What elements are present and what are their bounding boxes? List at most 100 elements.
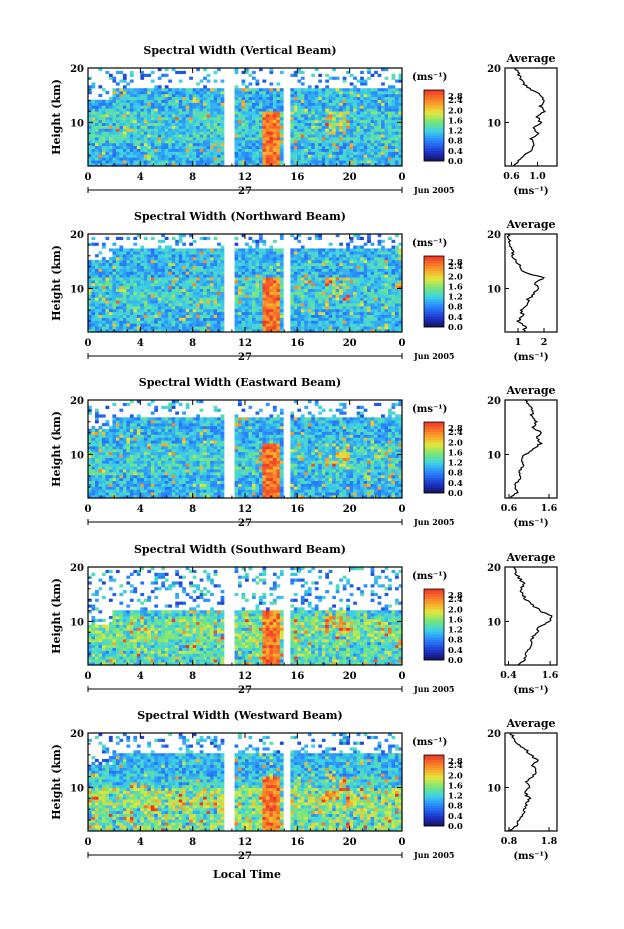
heatmap-cell [356,128,361,132]
heatmap-cell [332,154,337,158]
heatmap-cell [112,314,117,318]
heatmap-cell [98,283,103,287]
heatmap-cell [108,154,113,158]
heatmap-cell [363,93,368,98]
heatmap-cell [349,291,354,295]
heatmap-cell [129,320,134,324]
heatmap-cell [245,93,249,98]
heatmap-cell [122,96,127,100]
heatmap-cell [276,288,281,292]
heatmap-cell [140,91,145,95]
heatmap-cell [199,142,204,147]
heatmap-cell [133,93,138,98]
heatmap-cell [318,326,323,330]
heatmap-cell [325,251,330,255]
heatmap-cell [105,111,110,115]
heatmap-cell [213,148,218,152]
heatmap-cell [293,70,298,75]
heatmap-cell [182,96,186,100]
heatmap-cell [300,157,305,161]
heatmap-cell [279,274,284,278]
heatmap-cell [339,262,343,266]
heatmap-cell [171,323,176,327]
heatmap-cell [203,300,207,304]
heatmap-cell [269,303,274,307]
heatmap-cell [255,88,260,92]
heatmap-cell [88,259,92,264]
heatmap-cell [377,320,382,324]
heatmap-cell [210,251,214,255]
heatmap-cell [272,257,277,261]
heatmap-cell [94,122,99,126]
heatmap-cell [258,262,263,266]
heatmap-cell [213,160,218,164]
heatmap-cell [196,88,200,92]
heatmap-cell [217,137,221,141]
heatmap-cell [245,122,249,126]
heatmap-cell [384,291,389,295]
heatmap-cell [150,297,155,301]
heatmap-cell [133,268,138,272]
heatmap-cell [199,317,204,321]
heatmap-cell [178,137,183,141]
heatmap-cell [353,125,357,129]
heatmap-cell [245,88,249,92]
heatmap-cell [203,145,207,149]
heatmap-cell [206,306,211,310]
heatmap-cell [349,122,354,126]
heatmap-cell [217,314,221,318]
heatmap-cell [133,306,138,310]
heatmap-cell [255,154,260,158]
heatmap-cell [94,294,99,298]
heatmap-cell [161,142,166,147]
heatmap-cell [349,280,354,284]
heatmap-cell [304,117,309,121]
heatmap-cell [356,297,361,301]
heatmap-cell [370,105,375,109]
heatmap-cell [307,154,312,158]
heatmap-cell [182,251,186,255]
heatmap-cell [108,306,113,310]
heatmap-cell [157,265,162,269]
heatmap-cell [290,248,295,252]
heatmap-cell [251,297,256,301]
heatmap-cell [293,108,298,112]
heatmap-cell [129,308,134,313]
heatmap-cell [318,271,323,275]
heatmap-cell [122,125,127,129]
heatmap-cell [129,140,134,144]
heatmap-cell [161,157,166,161]
heatmap-cell [94,111,99,115]
heatmap-cell [318,128,323,132]
heatmap-cell [133,300,138,304]
heatmap-cell [276,323,281,327]
heatmap-cell [98,326,103,330]
heatmap-cell [360,271,364,275]
heatmap-cell [367,288,371,292]
heatmap-cell [101,145,106,149]
heatmap-cell [304,254,309,258]
heatmap-cell [119,108,124,112]
heatmap-cell [171,160,176,164]
heatmap-cell [335,271,340,275]
heatmap-cell [88,277,92,281]
heatmap-cell [370,134,375,138]
heatmap-cell [304,96,309,100]
heatmap-cell [213,88,218,92]
heatmap-cell [129,160,134,164]
heatmap-cell [346,294,350,298]
heatmap-cell [353,91,357,95]
heatmap-cell [150,105,155,109]
heatmap-cell [119,323,124,327]
heatmap-cell [171,311,176,315]
heatmap-cell [265,163,270,167]
heatmap-cell [307,114,312,118]
heatmap-cell [251,96,256,100]
heatmap-cell [196,105,200,109]
heatmap-cell [293,314,298,318]
heatmap-cell [210,300,214,304]
heatmap-cell [311,151,316,155]
heatmap-cell [391,154,396,158]
heatmap-cell [321,148,326,152]
heatmap-cell [122,288,127,292]
